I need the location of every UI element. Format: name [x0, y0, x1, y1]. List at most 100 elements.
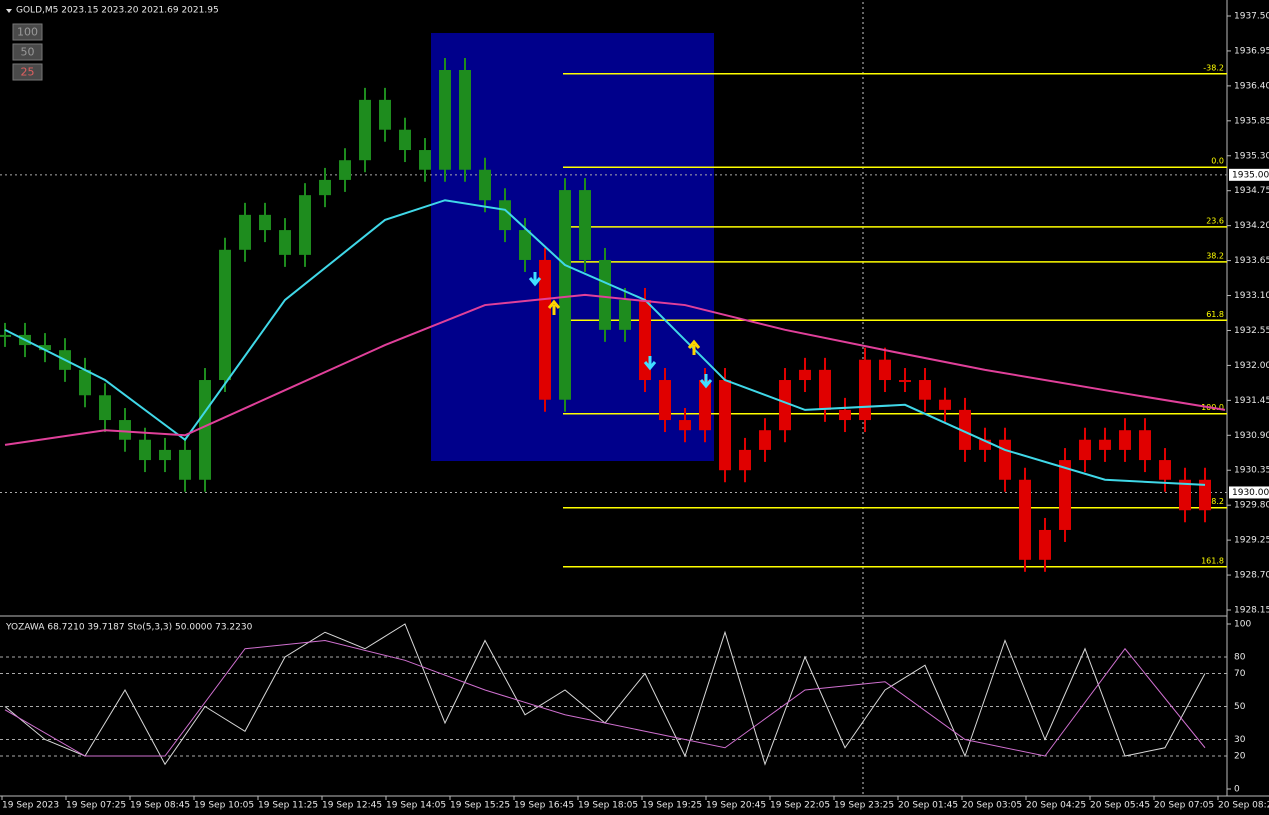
fib-label: 161.8 [1201, 556, 1224, 565]
bar [1019, 479, 1031, 560]
bar [839, 409, 851, 421]
bar [219, 249, 231, 381]
bar [539, 259, 551, 400]
scale-button-label: 50 [21, 46, 35, 59]
bar [1039, 529, 1051, 560]
y-tick-label: 1933.10 [1234, 291, 1269, 301]
x-tick-label: 20 Sep 03:05 [962, 801, 1022, 811]
bar [1199, 479, 1211, 511]
moving-average [4, 293, 1226, 446]
bar [959, 409, 971, 450]
bar [1159, 460, 1171, 480]
x-tick-label: 19 Sep 10:05 [194, 801, 254, 811]
y-tick-label: 1934.20 [1234, 221, 1269, 231]
bar [79, 369, 91, 396]
bar [1059, 460, 1071, 530]
bar [579, 190, 591, 260]
buy-arrow [687, 339, 701, 355]
bar [259, 214, 271, 231]
x-tick-label: 19 Sep 11:25 [258, 801, 318, 811]
y-tick-label: 1936.95 [1234, 46, 1269, 56]
x-tick-label: 20 Sep 08:2 [1218, 801, 1269, 811]
y-tick-label: 0 [1234, 785, 1240, 795]
bar [179, 449, 191, 480]
bar [159, 449, 171, 461]
y-tick-label: 20 [1234, 752, 1246, 762]
price-marker [1229, 168, 1269, 181]
y-tick-label: 1930.90 [1234, 431, 1269, 441]
bar [299, 195, 311, 255]
bar [499, 200, 511, 231]
bar [379, 99, 391, 130]
bar [799, 369, 811, 381]
bar [559, 190, 571, 400]
fib-label: 23.6 [1206, 216, 1224, 225]
x-tick-label: 19 Sep 20:45 [706, 801, 766, 811]
price-marker [1229, 486, 1269, 499]
scale-button-label: 100 [17, 26, 38, 39]
bar [659, 380, 671, 421]
y-tick-label: 1936.40 [1234, 81, 1269, 91]
chart-title: GOLD,M5 2023.15 2023.20 2021.69 2021.95 [16, 6, 219, 16]
fib-label: 61.8 [1206, 310, 1224, 319]
bar [1139, 430, 1151, 461]
y-tick-label: 1928.70 [1234, 571, 1269, 581]
bar [739, 449, 751, 471]
x-tick-label: 20 Sep 07:05 [1154, 801, 1214, 811]
x-tick-label: 20 Sep 04:25 [1026, 801, 1086, 811]
y-tick-label: 30 [1234, 735, 1246, 745]
indicator-title: YOZAWA 68.7210 39.7187 Sto(5,3,3) 50.000… [5, 623, 253, 633]
scale-button-label: 25 [21, 66, 35, 79]
y-tick-label: 1931.45 [1234, 396, 1269, 406]
bar [879, 359, 891, 381]
bar [899, 380, 911, 383]
bar [819, 369, 831, 410]
bar [919, 380, 931, 400]
moving-average [4, 199, 1206, 486]
bar [859, 359, 871, 421]
x-tick-label: 19 Sep 12:45 [322, 801, 382, 811]
scale-button[interactable] [12, 23, 43, 41]
bar [719, 380, 731, 471]
menu-triangle[interactable] [6, 9, 12, 13]
y-tick-label: 80 [1234, 653, 1246, 663]
bar [0, 334, 11, 337]
bar [999, 439, 1011, 480]
bar [1099, 439, 1111, 450]
bar [619, 299, 631, 330]
y-tick-label: 50 [1234, 702, 1246, 712]
bar [1179, 479, 1191, 511]
bar [99, 395, 111, 421]
x-tick-label: 19 Sep 19:25 [642, 801, 702, 811]
fib-label: 138.2 [1201, 497, 1224, 506]
bar [359, 99, 371, 161]
bar [979, 439, 991, 450]
bar [139, 439, 151, 461]
y-tick-label: 1935.85 [1234, 116, 1269, 126]
bar [1079, 439, 1091, 461]
y-tick-label: 100 [1234, 620, 1251, 630]
bar [479, 169, 491, 201]
x-tick-label: 19 Sep 23:25 [834, 801, 894, 811]
scale-button[interactable] [12, 63, 43, 81]
y-tick-label: 1930.35 [1234, 466, 1269, 476]
y-tick-label: 1933.65 [1234, 256, 1269, 266]
bar [439, 70, 451, 170]
bar [239, 214, 251, 250]
bar [319, 179, 331, 196]
y-tick-label: 1932.55 [1234, 326, 1269, 336]
bar [699, 380, 711, 431]
y-tick-label: 70 [1234, 669, 1246, 679]
y-tick-label: 1929.25 [1234, 536, 1269, 546]
y-tick-label: 1928.15 [1234, 606, 1269, 616]
bar [679, 420, 691, 431]
bar [939, 399, 951, 410]
fib-label: 0.0 [1211, 157, 1224, 166]
y-tick-label: 1934.75 [1234, 186, 1269, 196]
bar [39, 345, 51, 351]
oscillator-line [4, 639, 1206, 757]
x-tick-label: 19 Sep 2023 [2, 801, 59, 811]
scale-button[interactable] [12, 43, 43, 61]
sell-arrow [643, 356, 657, 371]
